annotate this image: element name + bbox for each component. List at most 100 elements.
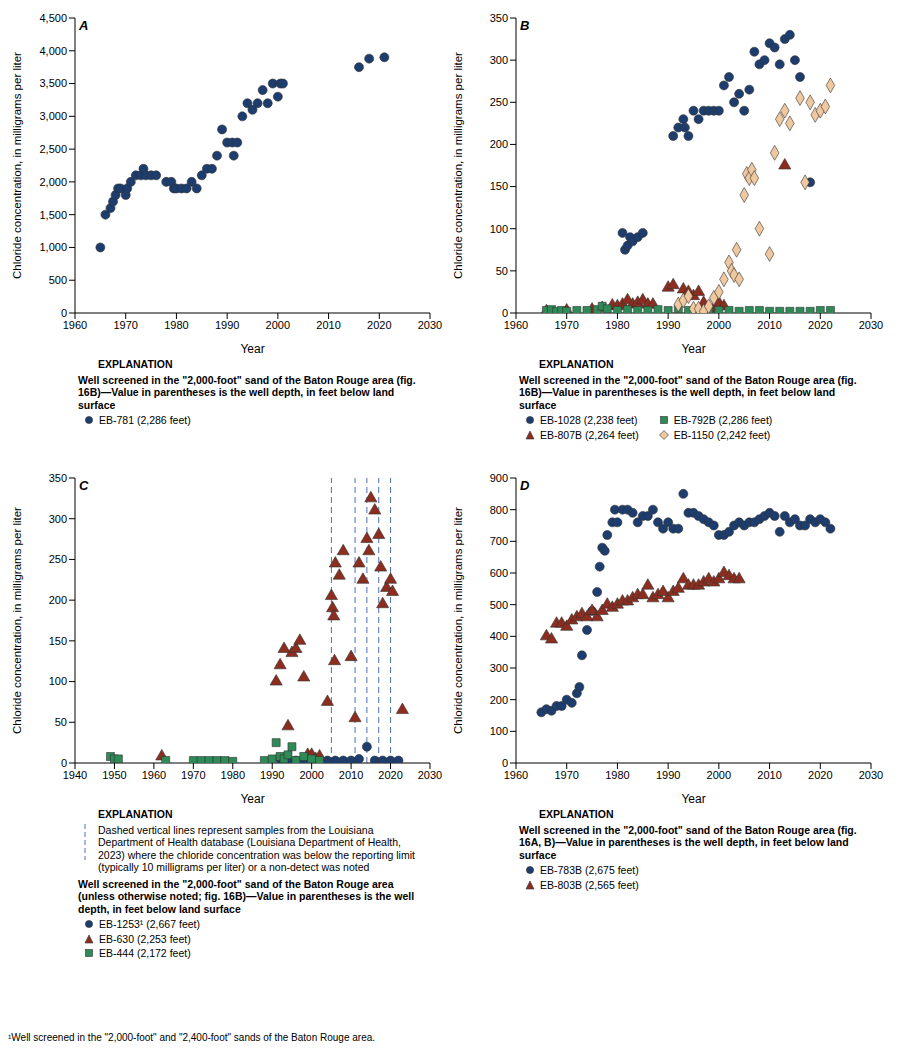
html-text:EB-807B (2,264 feet): EB-807B (2,264 feet) [540, 428, 639, 441]
html-text:Well screened in the "2,000-fo: Well screened in the "2,000-foot" sand o… [519, 373, 857, 411]
svg-text:1960: 1960 [504, 769, 528, 781]
svg-text:350: 350 [49, 472, 67, 484]
html-text:EB-1028 (2,238 feet): EB-1028 (2,238 feet) [540, 414, 638, 426]
svg-text:1980: 1980 [605, 769, 629, 781]
svg-text:1970: 1970 [554, 319, 578, 331]
svg-text:250: 250 [490, 96, 508, 108]
svg-text:1970: 1970 [113, 319, 137, 331]
svg-text:3,000: 3,000 [39, 110, 67, 122]
svg-text:1990: 1990 [215, 319, 239, 331]
svg-text:1,500: 1,500 [39, 209, 67, 221]
html-text:EB-444 (2,172 feet): EB-444 (2,172 feet) [99, 947, 191, 959]
svg-text:2020: 2020 [367, 319, 391, 331]
svg-text:2030: 2030 [418, 319, 442, 331]
svg-text:4,000: 4,000 [39, 45, 67, 57]
svg-text:3,500: 3,500 [39, 77, 67, 89]
svg-text:0: 0 [502, 757, 508, 769]
svg-text:500: 500 [490, 599, 508, 611]
html-text:EB-781 (2,286 feet): EB-781 (2,286 feet) [99, 414, 191, 426]
svg-text:700: 700 [490, 535, 508, 547]
svg-text:Chloride concentration, in mil: Chloride concentration, in milligrams pe… [11, 507, 23, 734]
svg-text:1940: 1940 [63, 769, 87, 781]
svg-text:1950: 1950 [102, 769, 126, 781]
svg-text:800: 800 [490, 504, 508, 516]
svg-text:100: 100 [490, 725, 508, 737]
svg-text:500: 500 [49, 274, 67, 286]
svg-text:50: 50 [496, 265, 508, 277]
html-text:EB-792B (2,286 feet): EB-792B (2,286 feet) [673, 414, 773, 426]
svg-text:2000: 2000 [266, 319, 290, 331]
svg-text:0: 0 [61, 307, 67, 319]
svg-text:2030: 2030 [859, 319, 883, 331]
svg-text:2000: 2000 [707, 769, 731, 781]
svg-text:1960: 1960 [504, 319, 528, 331]
svg-text:1970: 1970 [181, 769, 205, 781]
svg-text:2020: 2020 [808, 769, 832, 781]
svg-text:1990: 1990 [260, 769, 284, 781]
svg-text:150: 150 [490, 180, 508, 192]
svg-text:Chloride concentration, in mil: Chloride concentration, in milligrams pe… [452, 52, 464, 279]
html-text:Well screened in the "2,000-fo: Well screened in the "2,000-foot" sand o… [519, 823, 857, 861]
svg-text:150: 150 [49, 635, 67, 647]
html-text:EXPLANATION: EXPLANATION [539, 808, 614, 820]
svg-text:0: 0 [61, 757, 67, 769]
svg-text:1960: 1960 [63, 319, 87, 331]
svg-text:300: 300 [490, 54, 508, 66]
svg-text:2,000: 2,000 [39, 176, 67, 188]
svg-text:2010: 2010 [316, 319, 340, 331]
html-text:EXPLANATION: EXPLANATION [98, 808, 173, 820]
svg-text:2020: 2020 [378, 769, 402, 781]
svg-text:2030: 2030 [418, 769, 442, 781]
svg-text:Year: Year [681, 792, 705, 806]
svg-text:250: 250 [49, 553, 67, 565]
html-text:Dashed vertical lines represen: Dashed vertical lines represent samples … [98, 823, 415, 873]
html-text:A: A [79, 18, 89, 33]
html-text:EB-1150 (2,242 feet): EB-1150 (2,242 feet) [673, 428, 771, 441]
svg-text:1980: 1980 [221, 769, 245, 781]
html-text:Well screened in the "2,000-fo: Well screened in the "2,000-foot" sand o… [78, 877, 415, 915]
svg-text:1990: 1990 [656, 769, 680, 781]
svg-text:900: 900 [490, 472, 508, 484]
svg-text:1,000: 1,000 [39, 241, 67, 253]
html-text:Well screened in the "2,000-fo: Well screened in the "2,000-foot" sand o… [78, 373, 416, 411]
html-text:EB-630 (2,253 feet): EB-630 (2,253 feet) [99, 932, 191, 945]
svg-text:1980: 1980 [164, 319, 188, 331]
svg-text:2020: 2020 [808, 319, 832, 331]
svg-text:1960: 1960 [142, 769, 166, 781]
svg-text:Year: Year [240, 342, 264, 356]
svg-text:2000: 2000 [299, 769, 323, 781]
svg-text:200: 200 [49, 594, 67, 606]
svg-text:2,500: 2,500 [39, 143, 67, 155]
svg-text:4,500: 4,500 [39, 12, 67, 24]
svg-text:1990: 1990 [656, 319, 680, 331]
svg-text:300: 300 [490, 662, 508, 674]
svg-text:2030: 2030 [859, 769, 883, 781]
svg-text:50: 50 [55, 716, 67, 728]
svg-text:2000: 2000 [707, 319, 731, 331]
html-text:EB-803B (2,565 feet): EB-803B (2,565 feet) [540, 878, 639, 891]
svg-text:1970: 1970 [554, 769, 578, 781]
svg-text:Chloride concentration, in mil: Chloride concentration, in milligrams pe… [452, 507, 464, 734]
svg-text:2010: 2010 [757, 319, 781, 331]
svg-text:Chloride concentration, in mil: Chloride concentration, in milligrams pe… [11, 52, 23, 279]
svg-text:400: 400 [490, 630, 508, 642]
html-text:EB-1253¹ (2,667 feet): EB-1253¹ (2,667 feet) [99, 918, 200, 930]
html-text:EB-783B (2,675 feet): EB-783B (2,675 feet) [540, 864, 639, 876]
html-text:EXPLANATION: EXPLANATION [98, 358, 173, 370]
svg-text:1980: 1980 [605, 319, 629, 331]
svg-text:2010: 2010 [339, 769, 363, 781]
svg-text:300: 300 [49, 513, 67, 525]
svg-text:100: 100 [490, 223, 508, 235]
html-text:B: B [520, 18, 530, 33]
svg-text:2010: 2010 [757, 769, 781, 781]
svg-text:Year: Year [240, 792, 264, 806]
svg-text:350: 350 [490, 12, 508, 24]
svg-text:Year: Year [681, 342, 705, 356]
svg-text:100: 100 [49, 675, 67, 687]
html-text:EXPLANATION: EXPLANATION [539, 358, 614, 370]
svg-text:200: 200 [490, 694, 508, 706]
svg-text:600: 600 [490, 567, 508, 579]
svg-text:200: 200 [490, 138, 508, 150]
svg-text:0: 0 [502, 307, 508, 319]
html-text:¹Well screened in the "2,000-f: ¹Well screened in the "2,000-foot" and "… [8, 1031, 375, 1043]
